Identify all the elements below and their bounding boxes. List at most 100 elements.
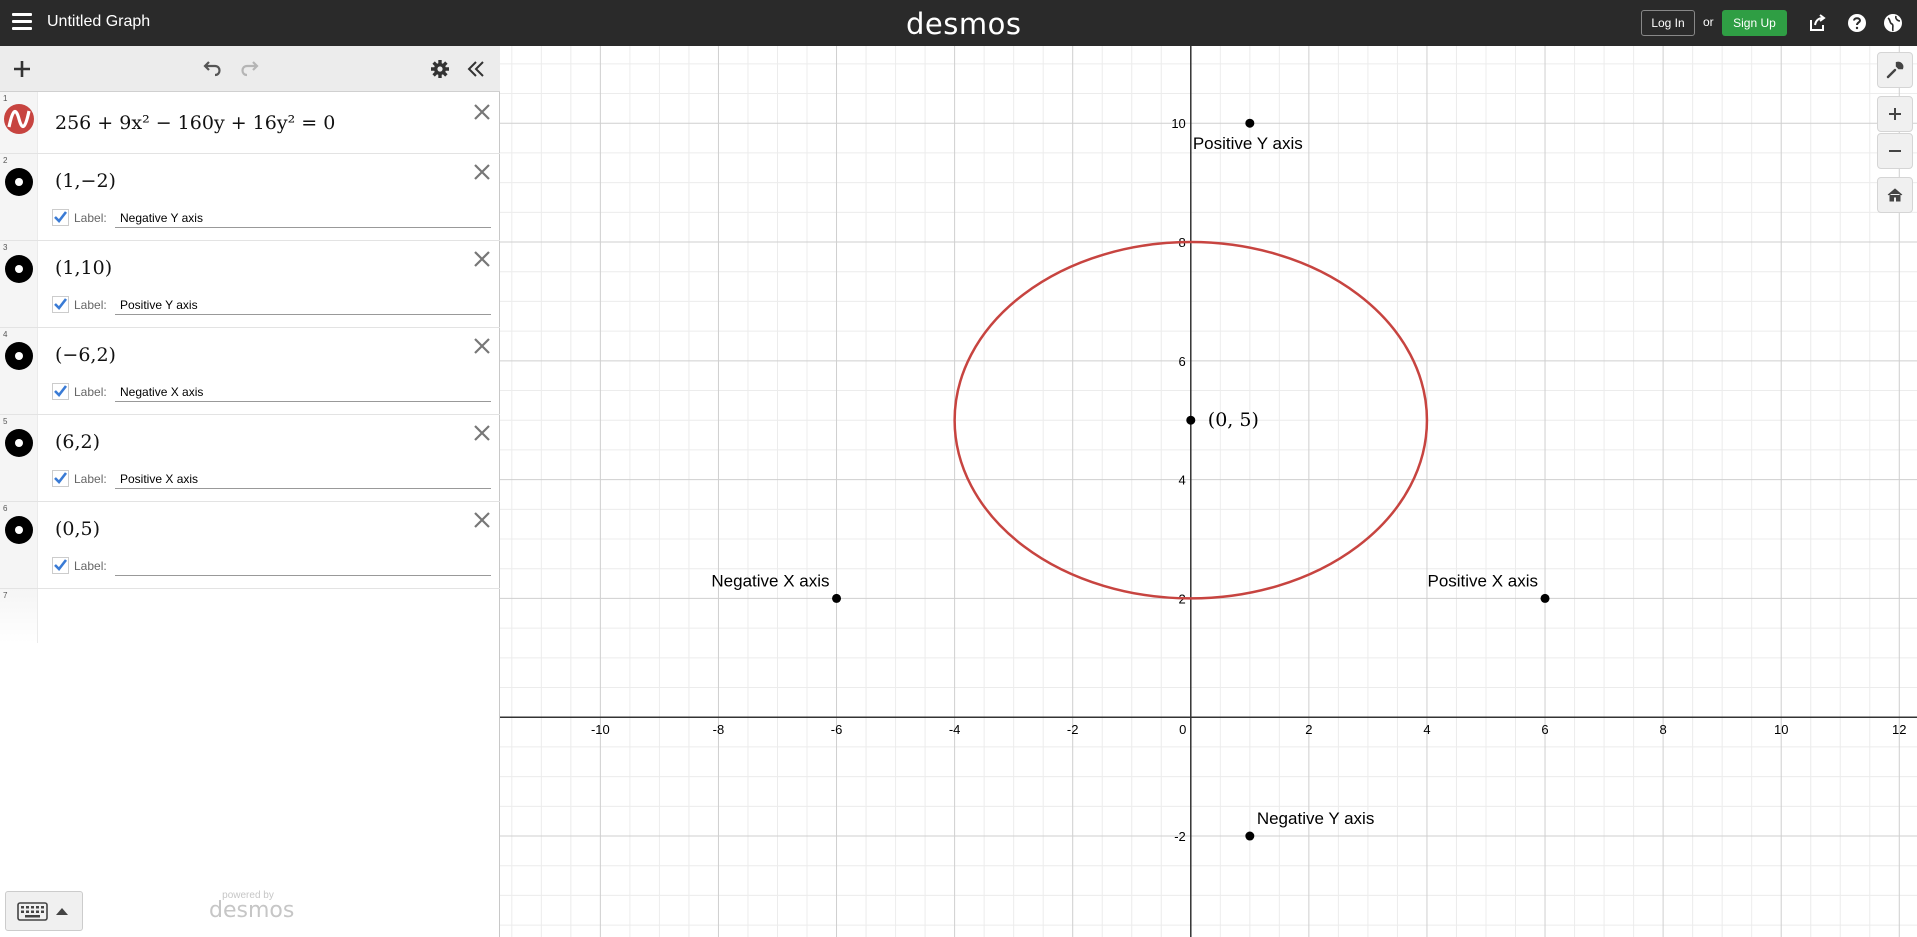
expression-gutter [0,328,38,414]
expression-math[interactable]: (−6,2) [55,344,116,366]
zoom-in-button[interactable] [1877,96,1913,132]
label-caption: Label: [74,472,107,486]
graph-settings-button[interactable] [1877,52,1913,88]
collapse-panel-button[interactable] [462,55,490,83]
expression-item-empty[interactable]: 7 [0,589,500,643]
x-tick-label: 10 [1774,722,1788,737]
expression-item[interactable]: 4 (−6,2) Label: [0,328,500,415]
label-input[interactable] [115,295,491,315]
minor-gridlines [500,46,1917,937]
expression-gutter [0,154,38,240]
label-input[interactable] [115,382,491,402]
graph-point [1245,118,1255,128]
x-tick-label: -10 [591,722,610,737]
expression-math[interactable]: (0,5) [55,518,101,540]
curves [953,240,1429,600]
x-tick-label: -6 [831,722,843,737]
expression-toolbar [0,46,500,92]
expression-index: 1 [3,94,8,103]
point-label: Positive Y axis [1193,134,1303,153]
expression-math[interactable]: (1,−2) [55,170,116,192]
powered-by-text: powered by [222,890,274,901]
delete-expression-icon[interactable] [472,162,492,182]
graph-point [1245,831,1255,841]
delete-expression-icon[interactable] [472,102,492,122]
label-caption: Label: [74,385,107,399]
undo-icon [203,61,221,77]
delete-expression-icon[interactable] [472,336,492,356]
axes [500,46,1917,937]
graph-point [1186,415,1196,425]
plus-icon [1889,108,1901,120]
point-style-icon[interactable] [5,429,33,457]
undo-button[interactable] [198,55,226,83]
expression-item[interactable]: 2 (1,−2) Label: [0,154,500,241]
globe-icon[interactable] [1883,13,1903,33]
label-checkbox[interactable] [52,296,69,313]
delete-expression-icon[interactable] [472,510,492,530]
add-expression-button[interactable] [8,55,36,83]
label-input[interactable] [115,556,491,576]
graph-paper[interactable]: -10 -8 -6 -4 -2 0 2 4 6 8 10 12 -2 2 4 6 8 10 Negative Y … [500,46,1917,937]
expression-math[interactable]: (6,2) [55,431,101,453]
expression-index: 6 [3,504,8,513]
expression-index: 7 [3,591,8,600]
delete-expression-icon[interactable] [472,423,492,443]
login-button[interactable]: Log In [1641,10,1695,36]
x-tick-label: 8 [1660,722,1667,737]
redo-button[interactable] [236,55,264,83]
y-tick-label: -2 [1174,829,1186,844]
label-input[interactable] [115,469,491,489]
label-input[interactable] [115,208,491,228]
share-icon[interactable] [1808,13,1828,33]
keyboard-toggle-button[interactable] [5,891,83,931]
ellipse-curve [953,240,1429,600]
powered-by-desmos[interactable]: powered by desmos [209,890,295,923]
x-tick-label: 6 [1541,722,1548,737]
expression-math[interactable]: 256 + 9x² − 160y + 16y² = 0 [55,112,336,134]
expression-item[interactable]: 5 (6,2) Label: [0,415,500,502]
label-caption: Label: [74,211,107,225]
top-bar: Untitled Graph desmos Log In or Sign Up [0,0,1917,46]
major-gridlines [500,46,1917,937]
point-label: Negative Y axis [1257,809,1375,828]
expression-gutter [0,241,38,327]
label-checkbox[interactable] [52,557,69,574]
point-style-icon[interactable] [5,255,33,283]
expression-panel: 1 256 + 9x² − 160y + 16y² = 0 2 (1,−2) L… [0,46,500,937]
x-tick-label: -2 [1067,722,1079,737]
curve-style-icon[interactable] [4,104,34,134]
default-viewport-button[interactable] [1877,177,1913,213]
x-tick-label: 0 [1179,722,1186,737]
expression-math[interactable]: (1,10) [55,257,113,279]
graph-title[interactable]: Untitled Graph [47,13,151,30]
point-style-icon[interactable] [5,168,33,196]
expression-item[interactable]: 1 256 + 9x² − 160y + 16y² = 0 [0,92,500,154]
point-style-icon[interactable] [5,516,33,544]
x-tick-label: 2 [1305,722,1312,737]
wrench-icon [1886,61,1904,79]
signup-button[interactable]: Sign Up [1722,10,1787,36]
label-checkbox[interactable] [52,209,69,226]
points: Negative Y axis Positive Y axis Negative X… [711,118,1550,841]
double-chevron-left-icon [467,61,484,77]
expression-gutter [0,415,38,501]
help-icon[interactable] [1847,13,1867,33]
zoom-out-button[interactable] [1877,133,1913,169]
gear-icon [431,60,449,78]
plus-icon [14,61,30,77]
expression-item[interactable]: 6 (0,5) Label: [0,502,500,589]
delete-expression-icon[interactable] [472,249,492,269]
point-style-icon[interactable] [5,342,33,370]
label-checkbox[interactable] [52,470,69,487]
settings-button[interactable] [426,55,454,83]
desmos-footer-logo: desmos [209,898,295,923]
point-label: (0, 5) [1208,409,1259,431]
y-tick-label: 10 [1171,116,1185,131]
expression-item[interactable]: 3 (1,10) Label: [0,241,500,328]
menu-icon[interactable] [12,13,32,31]
or-text: or [1703,15,1714,29]
label-checkbox[interactable] [52,383,69,400]
